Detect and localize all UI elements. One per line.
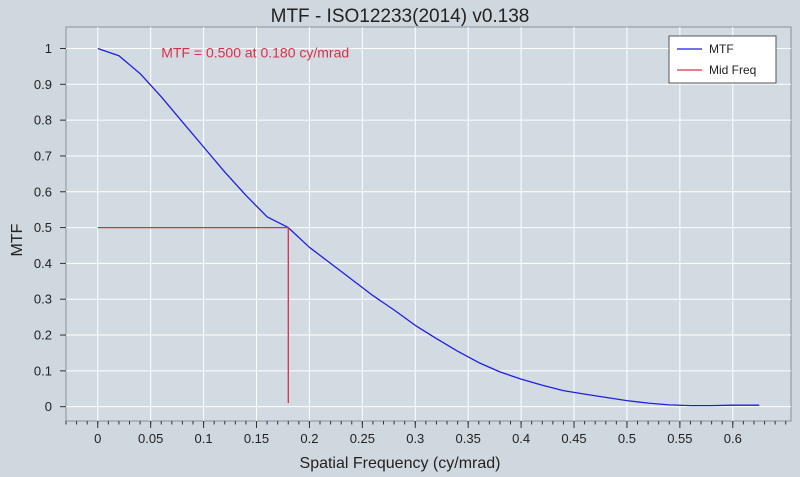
x-axis-label: Spatial Frequency (cy/mrad) xyxy=(300,455,501,472)
x-tick-label: 0.35 xyxy=(456,431,481,446)
plot-area xyxy=(65,26,792,422)
y-tick-label: 0.9 xyxy=(34,77,52,92)
y-tick-labels: 0 0.1 0.2 0.3 0.4 0.5 0.6 0.7 0.8 0.9 1 xyxy=(34,41,52,414)
mid-freq-series-line xyxy=(97,226,289,404)
mid-freq-annotation: MTF = 0.500 at 0.180 cy/mrad xyxy=(161,44,349,60)
x-tick-label: 0.05 xyxy=(138,431,163,446)
x-tick-label: 0.5 xyxy=(618,431,636,446)
y-tick-label: 0.6 xyxy=(34,184,52,199)
y-axis-label: MTF xyxy=(9,223,26,256)
legend-box xyxy=(668,35,777,84)
y-tick-label: 0.5 xyxy=(34,220,52,235)
y-tick-label: 0.4 xyxy=(34,256,52,271)
grid-lines xyxy=(66,27,791,421)
y-tick-label: 0.1 xyxy=(34,363,52,378)
mtf-series-line xyxy=(97,47,760,407)
x-tick-label: 0.6 xyxy=(724,431,742,446)
x-tick-label: 0.3 xyxy=(406,431,424,446)
legend: MTF Mid Freq xyxy=(668,35,777,84)
x-tick-labels: 0 0.05 0.1 0.15 0.2 0.25 0.3 0.35 0.4 0.45 0.5 0.55… xyxy=(94,431,742,446)
series-lines xyxy=(97,47,760,407)
y-tick-label: 0.3 xyxy=(34,292,52,307)
x-tick-label: 0 xyxy=(94,431,101,446)
axis-ticks xyxy=(60,47,787,428)
x-tick-label: 0.25 xyxy=(350,431,375,446)
legend-label-mid-freq: Mid Freq xyxy=(709,63,756,77)
y-tick-label: 0.2 xyxy=(34,328,52,343)
x-tick-label: 0.45 xyxy=(561,431,586,446)
y-tick-label: 0.8 xyxy=(34,113,52,128)
y-tick-label: 1 xyxy=(45,41,52,56)
y-tick-label: 0.7 xyxy=(34,148,52,163)
x-tick-label: 0.1 xyxy=(195,431,213,446)
x-tick-label: 0.4 xyxy=(512,431,530,446)
chart-title: MTF - ISO12233(2014) v0.138 xyxy=(271,6,530,27)
x-tick-label: 0.55 xyxy=(667,431,692,446)
y-tick-label: 0 xyxy=(45,399,52,414)
x-tick-label: 0.2 xyxy=(300,431,318,446)
legend-label-mtf: MTF xyxy=(709,42,734,56)
x-tick-label: 0.15 xyxy=(244,431,269,446)
